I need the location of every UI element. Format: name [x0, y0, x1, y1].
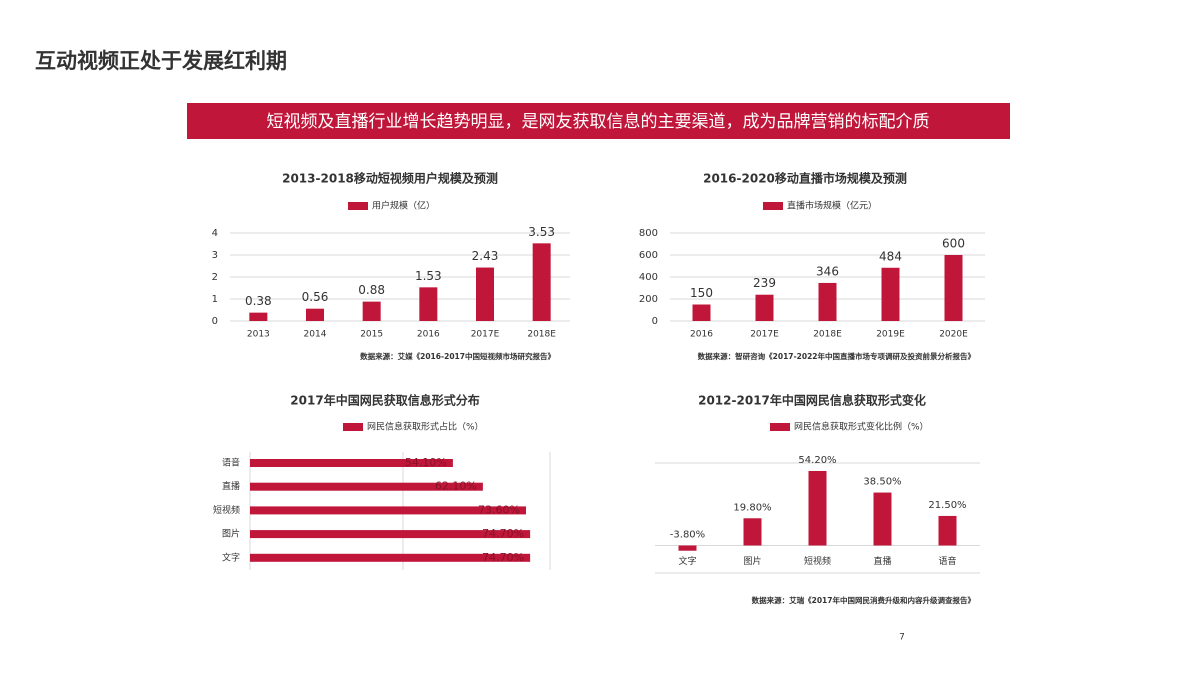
x-tick-label: 直播: [873, 555, 891, 567]
data-label: 62.10%: [435, 480, 477, 493]
data-label: -3.80%: [670, 530, 705, 541]
legend-swatch: [348, 202, 368, 210]
x-tick-label: 文字: [678, 555, 696, 567]
y-tick-label: 文字: [222, 551, 240, 563]
y-tick-label: 4: [212, 228, 218, 239]
bar: [250, 530, 531, 539]
bar: [692, 304, 711, 321]
source: 数据来源：艾瑞《2017年中国网民消费升级和内容升级调查报告》: [752, 595, 975, 605]
legend-swatch: [770, 423, 790, 431]
bar: [362, 301, 381, 321]
chart-title: 2016-2020移动直播市场规模及预测: [703, 171, 907, 186]
data-label: 19.80%: [733, 502, 771, 513]
slide-title: 互动视频正处于发展红利期: [35, 49, 287, 73]
data-label: 0.88: [358, 283, 385, 297]
data-label: 150: [690, 286, 713, 300]
data-label: 54.10%: [405, 456, 447, 469]
legend-label: 网民信息获取形式占比（%）: [367, 421, 484, 433]
chart-title: 2017年中国网民获取信息形式分布: [290, 393, 479, 408]
y-tick-label: 0: [212, 316, 218, 327]
bar: [678, 545, 697, 551]
y-tick-label: 2: [212, 272, 218, 283]
bar: [881, 267, 900, 321]
y-tick-label: 3: [212, 250, 218, 261]
bar: [808, 470, 827, 546]
data-label: 54.20%: [798, 455, 836, 466]
legend-swatch: [343, 423, 363, 431]
bar: [250, 553, 531, 562]
x-tick-label: 图片: [743, 555, 761, 567]
data-label: 0.56: [302, 290, 329, 304]
banner: [187, 103, 1010, 139]
bar: [476, 267, 494, 321]
x-tick-label: 2016: [690, 330, 713, 340]
data-label: 346: [816, 264, 839, 278]
y-tick-label: 短视频: [213, 504, 240, 516]
y-tick-label: 600: [639, 250, 658, 261]
y-tick-label: 800: [639, 228, 658, 239]
data-label: 21.50%: [928, 500, 966, 511]
legend-label: 用户规模（亿）: [372, 200, 435, 212]
source: 数据来源：智研咨询《2017-2022年中国直播市场专项调研及投资前景分析报告》: [698, 351, 975, 361]
data-label: 38.50%: [863, 477, 901, 488]
data-label: 73.60%: [478, 503, 520, 516]
legend-swatch: [763, 202, 783, 210]
data-label: 1.53: [415, 269, 442, 283]
data-label: 600: [942, 237, 965, 251]
page-number: 7: [899, 633, 905, 643]
legend-label: 网民信息获取形式变化比例（%）: [794, 421, 929, 433]
data-label: 484: [879, 249, 902, 263]
chart-title: 2013-2018移动短视频用户规模及预测: [282, 171, 498, 186]
data-label: 3.53: [528, 225, 555, 239]
bar: [250, 506, 526, 515]
data-label: 74.70%: [482, 527, 524, 540]
bar: [419, 287, 438, 321]
data-label: 239: [753, 276, 776, 290]
y-tick-label: 直播: [222, 480, 240, 492]
bar: [306, 308, 324, 321]
bar: [818, 282, 837, 321]
y-tick-label: 图片: [222, 528, 240, 540]
x-tick-label: 2019E: [876, 330, 905, 340]
x-tick-label: 语音: [938, 555, 956, 567]
x-tick-label: 2017E: [471, 330, 500, 340]
y-tick-label: 200: [639, 294, 658, 305]
bar: [944, 255, 963, 321]
x-tick-label: 2017E: [750, 330, 779, 340]
data-label: 74.70%: [482, 551, 524, 564]
bar: [938, 515, 957, 546]
legend-label: 直播市场规模（亿元）: [787, 200, 877, 212]
x-tick-label: 2015: [360, 330, 383, 340]
x-tick-label: 短视频: [804, 555, 831, 567]
x-tick-label: 2020E: [939, 330, 968, 340]
data-label: 0.38: [245, 294, 272, 308]
y-tick-label: 0: [652, 316, 658, 327]
bar: [250, 459, 453, 467]
bar: [755, 294, 774, 321]
bar: [743, 518, 762, 546]
x-tick-label: 2018E: [813, 330, 842, 340]
y-tick-label: 语音: [222, 457, 240, 469]
chart-title: 2012-2017年中国网民信息获取形式变化: [698, 393, 926, 408]
bar: [249, 312, 268, 321]
y-tick-label: 400: [639, 272, 658, 283]
y-tick-label: 1: [212, 294, 218, 305]
data-label: 2.43: [472, 249, 499, 263]
x-tick-label: 2014: [304, 330, 327, 340]
bar: [873, 492, 892, 546]
banner-text: 短视频及直播行业增长趋势明显，是网友获取信息的主要渠道，成为品牌营销的标配介质: [267, 112, 930, 132]
bar: [532, 243, 551, 321]
x-tick-label: 2013: [247, 330, 270, 340]
x-tick-label: 2016: [417, 330, 440, 340]
source: 数据来源：艾媒《2016-2017中国短视频市场研究报告》: [360, 351, 555, 361]
x-tick-label: 2018E: [527, 330, 556, 340]
bar: [250, 482, 483, 491]
